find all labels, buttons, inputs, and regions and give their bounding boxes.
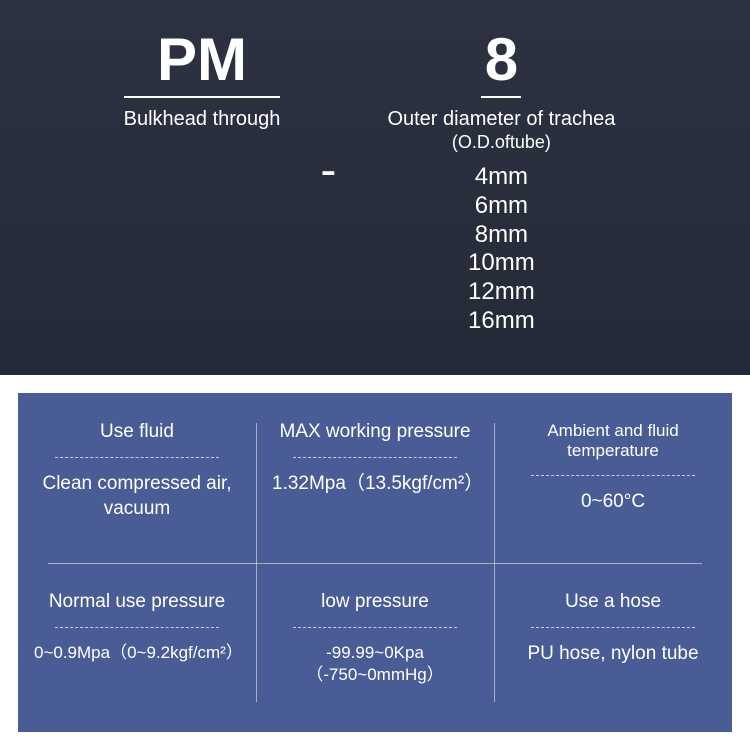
dashed-divider [293, 627, 458, 628]
code-dash: - [320, 147, 336, 219]
cell-value: 1.32Mpa（13.5kgf/cm²） [272, 472, 478, 497]
cell-title: Ambient and fluid temperature [510, 421, 716, 461]
dashed-divider [55, 457, 220, 458]
cell-value: 0~0.9Mpa（0~9.2kgf/cm²） [34, 642, 240, 664]
dashed-divider [531, 627, 696, 628]
size-item: 8mm [468, 221, 535, 250]
spec-cell-max-pressure: MAX working pressure 1.32Mpa（13.5kgf/cm²… [256, 393, 494, 563]
top-section: PM Bulkhead through - 8 Outer diameter o… [0, 0, 750, 375]
bottom-section: Use fluid Clean compressed air, vacuum M… [0, 375, 750, 750]
cell-title: Normal use pressure [49, 591, 225, 613]
size-item: 4mm [468, 163, 535, 192]
code-right: 8 [485, 30, 518, 96]
code-left: PM [157, 30, 247, 96]
dashed-divider [531, 475, 696, 476]
dashed-divider [55, 627, 220, 628]
cell-value: 0~60°C [581, 490, 645, 515]
size-item: 16mm [468, 307, 535, 336]
spec-cell-normal-pressure: Normal use pressure 0~0.9Mpa（0~9.2kgf/cm… [18, 563, 256, 733]
cell-title: MAX working pressure [279, 421, 470, 443]
cell-value: Clean compressed air, vacuum [34, 472, 240, 521]
spec-cell-use-fluid: Use fluid Clean compressed air, vacuum [18, 393, 256, 563]
code-left-label: Bulkhead through [124, 106, 281, 132]
code-right-unit: 8 Outer diameter of trachea (O.D.oftube)… [376, 30, 626, 336]
spec-cell-low-pressure: low pressure -99.99~0Kpa（-750~0mmHg） [256, 563, 494, 733]
cell-title: low pressure [321, 591, 429, 613]
cell-value: -99.99~0Kpa（-750~0mmHg） [272, 642, 478, 686]
code-left-unit: PM Bulkhead through [124, 30, 281, 132]
spec-cell-hose: Use a hose PU hose, nylon tube [494, 563, 732, 733]
product-code-row: PM Bulkhead through - 8 Outer diameter o… [0, 30, 750, 336]
spec-table: Use fluid Clean compressed air, vacuum M… [18, 393, 732, 732]
size-item: 10mm [468, 249, 535, 278]
cell-value: PU hose, nylon tube [527, 642, 698, 667]
underline-right [481, 96, 521, 98]
size-item: 6mm [468, 192, 535, 221]
cell-title: Use a hose [565, 591, 661, 613]
underline-left [124, 96, 281, 98]
code-right-label-2: (O.D.oftube) [452, 132, 551, 153]
sizes-list: 4mm 6mm 8mm 10mm 12mm 16mm [468, 163, 535, 336]
cell-title: Use fluid [100, 421, 174, 443]
code-right-label-1: Outer diameter of trachea [387, 106, 615, 132]
dashed-divider [293, 457, 458, 458]
spec-cell-temperature: Ambient and fluid temperature 0~60°C [494, 393, 732, 563]
size-item: 12mm [468, 278, 535, 307]
